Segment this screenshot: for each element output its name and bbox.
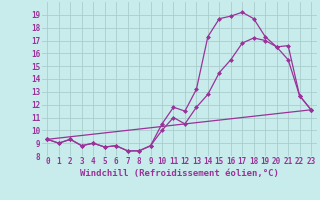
X-axis label: Windchill (Refroidissement éolien,°C): Windchill (Refroidissement éolien,°C): [80, 169, 279, 178]
